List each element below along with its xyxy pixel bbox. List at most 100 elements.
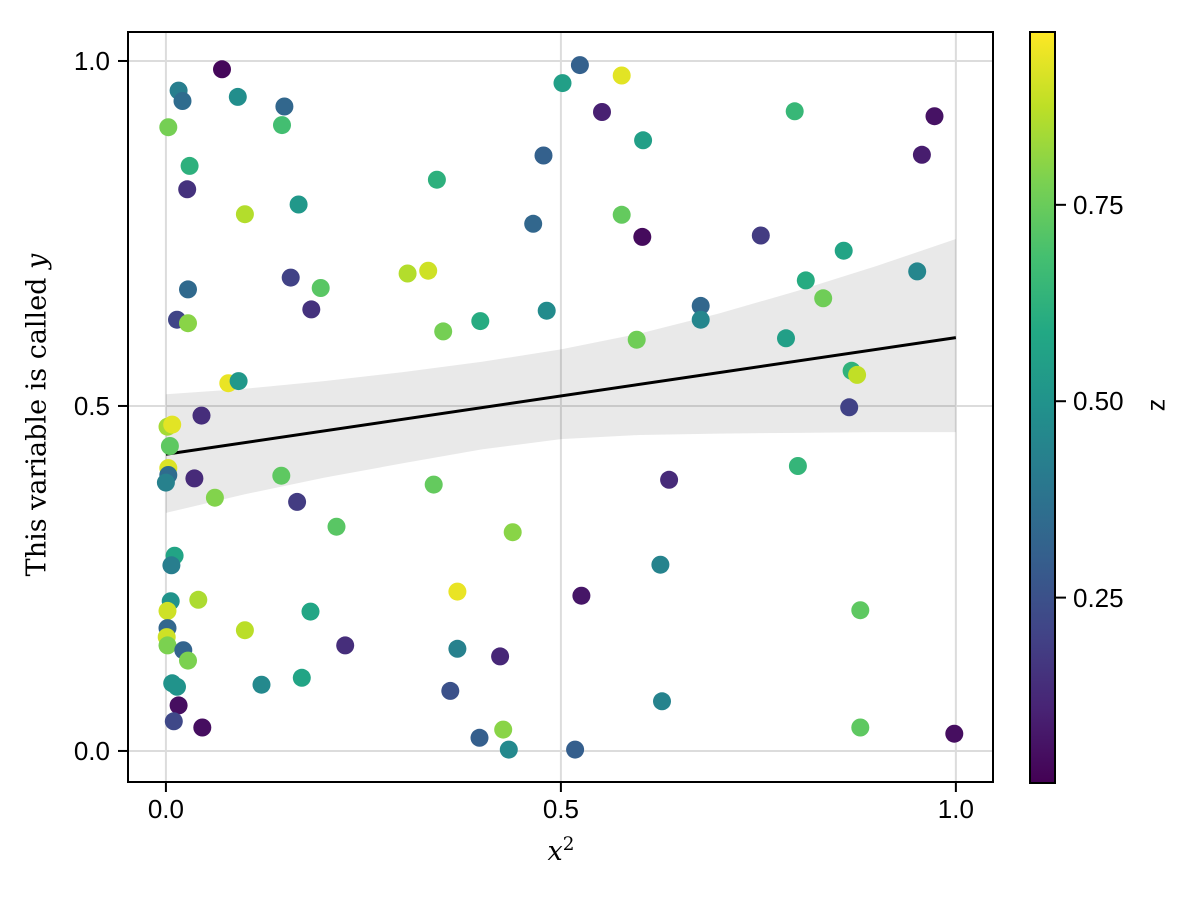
data-point bbox=[470, 728, 489, 747]
data-point bbox=[169, 696, 188, 715]
data-point bbox=[448, 639, 467, 658]
data-point bbox=[336, 636, 355, 655]
data-point bbox=[777, 329, 795, 348]
data-point bbox=[945, 724, 964, 743]
data-point bbox=[796, 271, 815, 290]
y-axis-label-text: This variable is called bbox=[21, 268, 53, 577]
data-point bbox=[185, 469, 204, 488]
x-axis-label: x2 bbox=[547, 834, 575, 867]
data-point bbox=[627, 330, 646, 349]
data-point bbox=[281, 268, 300, 287]
colorbar-gradient bbox=[1030, 32, 1055, 783]
data-point bbox=[229, 372, 248, 391]
data-point bbox=[301, 602, 320, 621]
data-point bbox=[162, 556, 181, 575]
data-point bbox=[289, 195, 308, 214]
data-point bbox=[593, 103, 611, 121]
data-point bbox=[311, 279, 330, 297]
data-point bbox=[192, 406, 211, 425]
data-point bbox=[651, 555, 670, 574]
data-point bbox=[213, 60, 231, 79]
data-point bbox=[173, 92, 192, 110]
data-point bbox=[158, 601, 177, 620]
data-point bbox=[160, 437, 179, 455]
data-point bbox=[158, 636, 177, 655]
data-point bbox=[273, 116, 291, 135]
data-point bbox=[788, 457, 807, 475]
data-point bbox=[848, 365, 867, 384]
data-point bbox=[534, 146, 553, 165]
data-point bbox=[785, 102, 804, 121]
data-point bbox=[163, 415, 182, 434]
data-point bbox=[235, 205, 254, 224]
data-point bbox=[272, 466, 291, 485]
colorbar-frame bbox=[1029, 31, 1056, 784]
data-point bbox=[751, 226, 770, 245]
data-point bbox=[427, 170, 446, 189]
data-point bbox=[178, 180, 197, 199]
data-point bbox=[491, 647, 510, 666]
data-point bbox=[424, 475, 443, 494]
data-point bbox=[524, 214, 543, 233]
confidence-band bbox=[165, 238, 956, 513]
data-point bbox=[471, 312, 490, 331]
data-point bbox=[180, 156, 199, 175]
y-tick-label: 1.0 bbox=[73, 45, 110, 76]
data-point bbox=[275, 97, 294, 116]
data-point bbox=[691, 296, 710, 315]
data-point bbox=[834, 241, 853, 260]
data-point bbox=[612, 66, 631, 85]
data-point bbox=[612, 205, 631, 224]
colorbar-tick-label: 0.50 bbox=[1073, 386, 1124, 417]
data-point bbox=[179, 280, 197, 299]
data-point bbox=[235, 621, 254, 640]
data-point bbox=[908, 262, 927, 281]
data-point bbox=[814, 289, 833, 308]
data-point bbox=[572, 586, 591, 605]
data-point bbox=[228, 87, 247, 106]
x-axis-label-exponent: 2 bbox=[562, 834, 575, 855]
y-axis-label-variable: y bbox=[21, 253, 53, 269]
data-point bbox=[633, 227, 652, 246]
data-point bbox=[302, 300, 321, 319]
data-point bbox=[925, 107, 944, 126]
x-axis-label-base: x bbox=[547, 836, 563, 867]
data-point bbox=[634, 131, 653, 150]
data-point bbox=[441, 681, 460, 700]
data-point bbox=[327, 517, 346, 536]
data-point bbox=[912, 145, 931, 164]
data-point bbox=[205, 488, 224, 507]
y-tick-label: 0.5 bbox=[73, 390, 110, 421]
data-point bbox=[494, 720, 513, 739]
y-tick-label: 0.0 bbox=[73, 735, 110, 766]
data-point bbox=[840, 398, 859, 417]
data-point bbox=[164, 712, 183, 731]
x-tick-label: 0.5 bbox=[542, 794, 579, 824]
data-point bbox=[398, 264, 417, 283]
y-axis-label: This variable is called y bbox=[21, 253, 53, 577]
data-point bbox=[566, 740, 585, 759]
colorbar-label: z bbox=[1142, 398, 1171, 412]
data-point bbox=[179, 651, 197, 670]
data-point bbox=[499, 740, 518, 759]
data-point bbox=[292, 668, 311, 687]
data-point bbox=[159, 118, 178, 137]
data-point bbox=[851, 718, 870, 737]
x-tick-label: 1.0 bbox=[937, 794, 974, 824]
data-point bbox=[434, 322, 453, 341]
data-point bbox=[691, 310, 710, 329]
data-point bbox=[851, 601, 870, 620]
data-point bbox=[179, 314, 197, 333]
data-point bbox=[448, 582, 467, 601]
data-point bbox=[537, 301, 556, 320]
colorbar-tick-label: 0.75 bbox=[1073, 189, 1124, 220]
data-point bbox=[660, 470, 679, 489]
data-point bbox=[156, 473, 175, 492]
data-point bbox=[570, 56, 589, 75]
colorbar-tick-label: 0.25 bbox=[1073, 582, 1124, 613]
x-tick-label: 0.0 bbox=[147, 794, 184, 824]
data-point bbox=[653, 692, 671, 711]
data-point bbox=[419, 261, 438, 280]
